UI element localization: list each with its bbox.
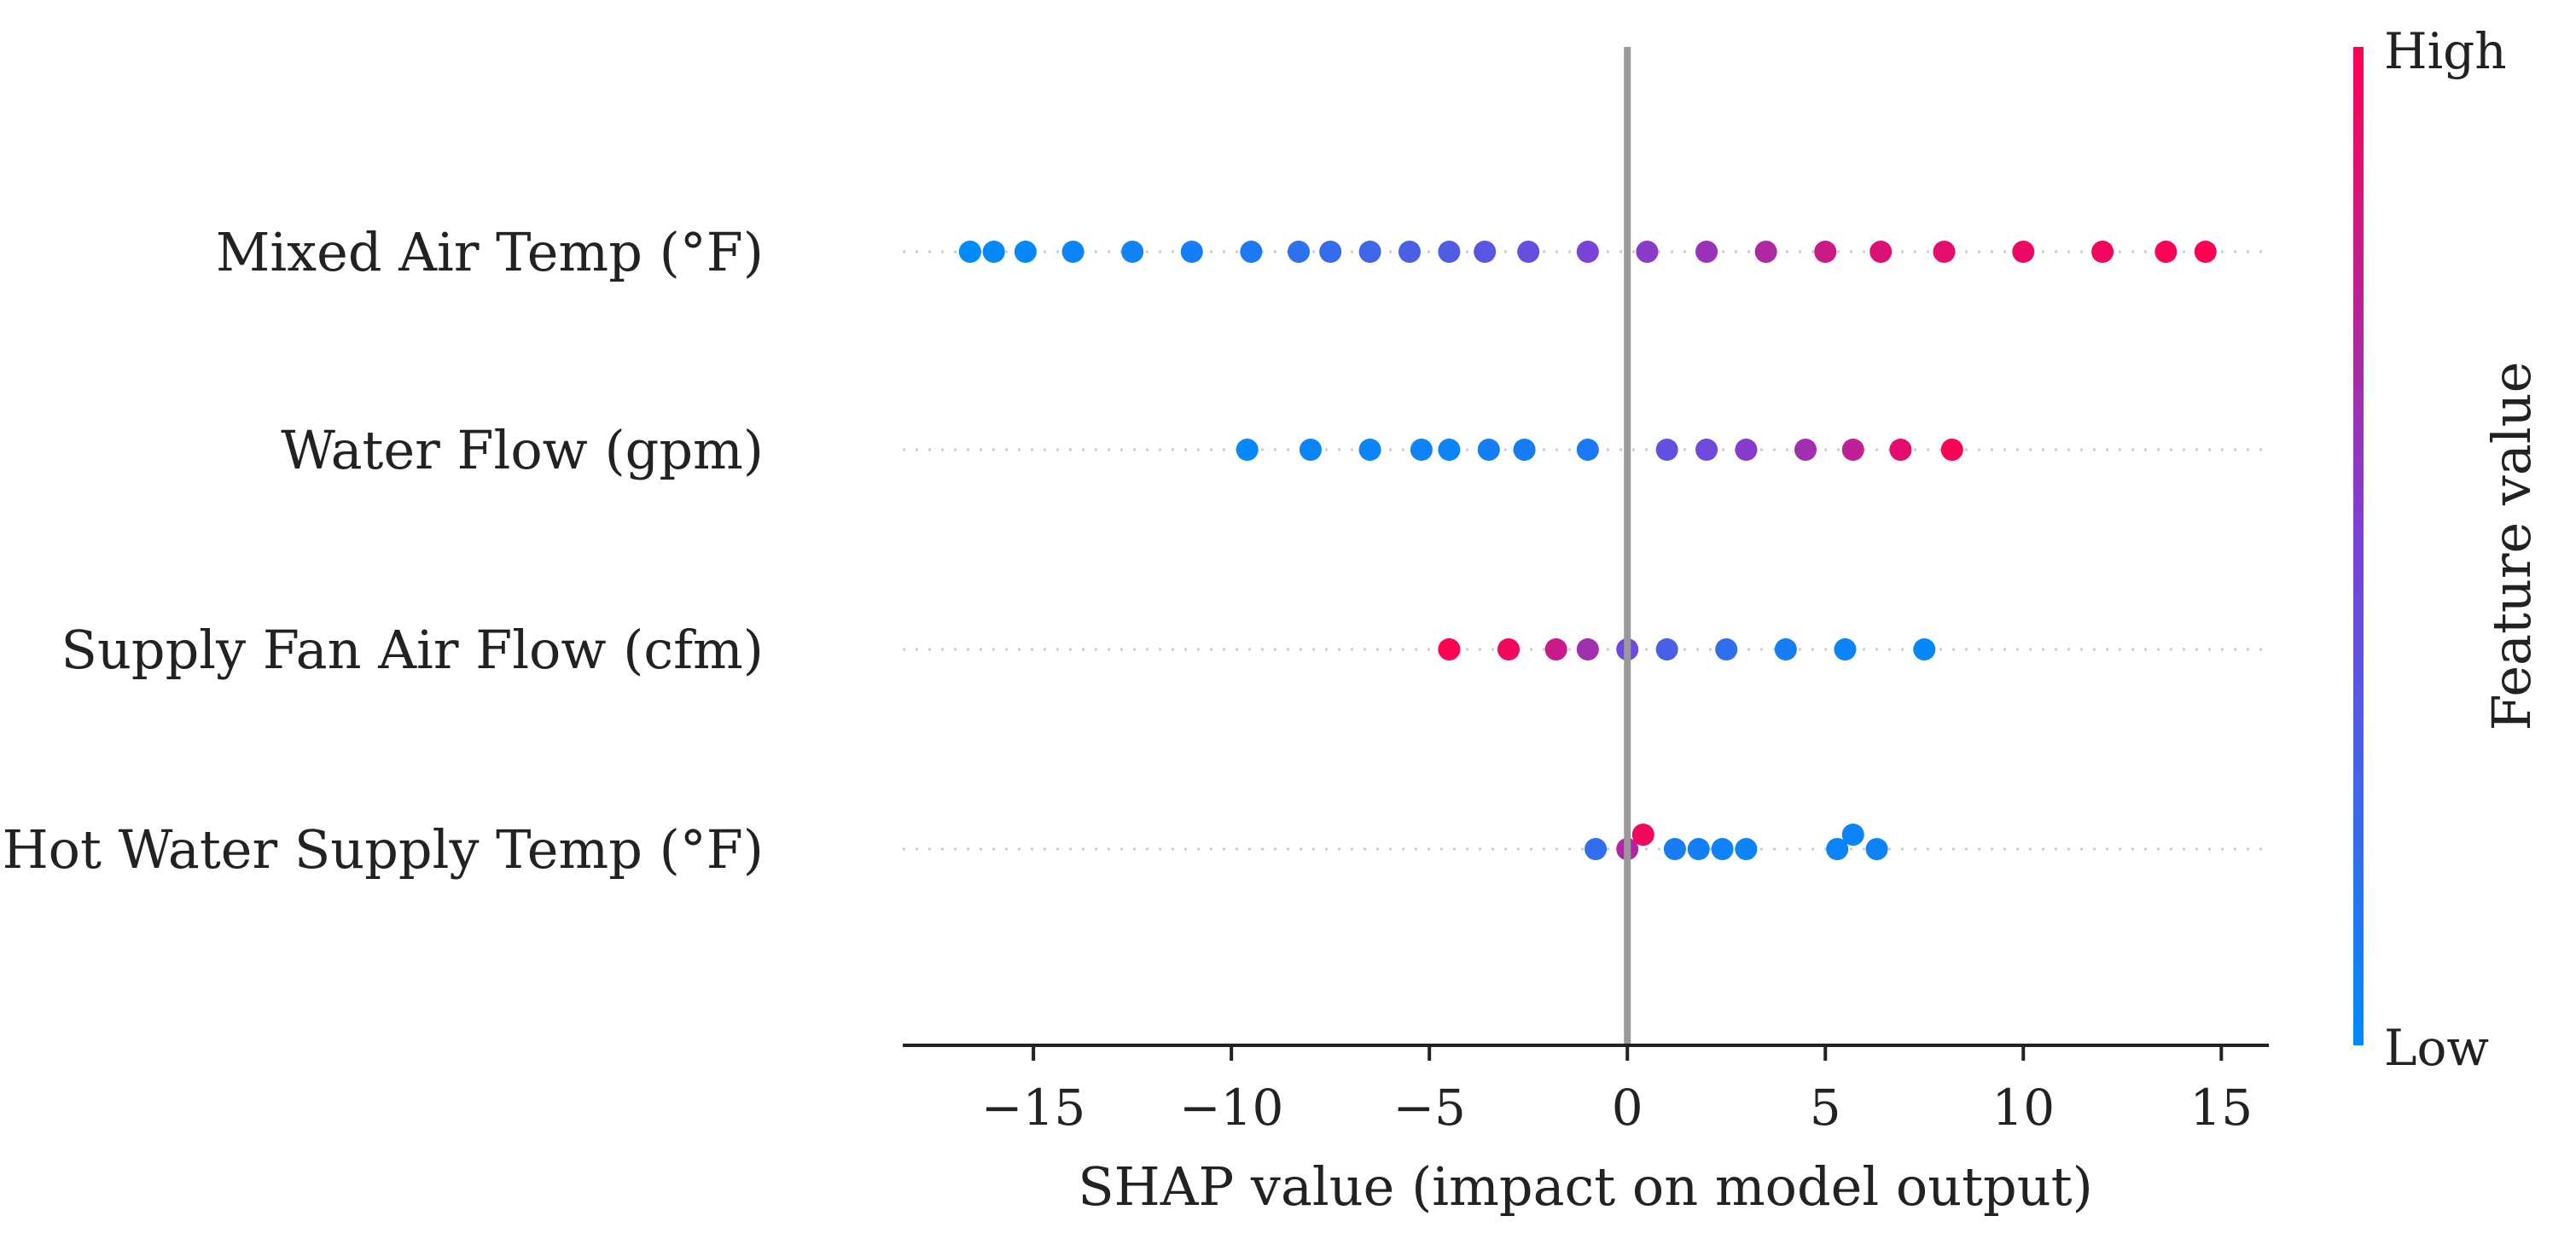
shap-point <box>1438 439 1461 461</box>
shap-point <box>982 241 1005 263</box>
shap-point <box>1655 439 1678 461</box>
shap-point <box>1014 241 1037 263</box>
shap-point <box>1398 241 1421 263</box>
x-tick-label: 0 <box>1612 1079 1643 1137</box>
x-tick-label: 15 <box>2189 1079 2253 1137</box>
shap-point <box>1794 439 1817 461</box>
shap-point <box>1834 638 1857 660</box>
shap-point <box>1410 439 1433 461</box>
colorbar <box>2353 47 2364 1045</box>
x-tick-label: −5 <box>1393 1079 1466 1137</box>
x-tick-label: 5 <box>1810 1079 1841 1137</box>
shap-point <box>1319 241 1342 263</box>
feature-rows <box>903 250 2269 851</box>
shap-point <box>1695 439 1718 461</box>
shap-point <box>1288 241 1311 263</box>
shap-point <box>1061 241 1084 263</box>
shap-point <box>1663 838 1686 860</box>
shap-point <box>1358 439 1381 461</box>
shap-point <box>1517 241 1540 263</box>
feature-label: Water Flow (gpm) <box>281 419 764 481</box>
shap-point <box>1180 241 1203 263</box>
shap-point <box>1240 241 1263 263</box>
x-tick-label: −10 <box>1179 1079 1283 1137</box>
x-axis-title: SHAP value (impact on model output) <box>1078 1155 2093 1218</box>
shap-point <box>1576 439 1599 461</box>
x-tick-label: −15 <box>981 1079 1085 1137</box>
shap-point <box>1774 638 1797 660</box>
shap-point <box>1513 439 1536 461</box>
shap-point <box>2194 241 2217 263</box>
shap-point <box>1544 638 1567 660</box>
colorbar-title: Feature value <box>2480 362 2543 731</box>
shap-point <box>1236 439 1259 461</box>
shap-point <box>1826 838 1849 860</box>
x-tick-label: 10 <box>1992 1079 2055 1137</box>
feature-label: Supply Fan Air Flow (cfm) <box>61 619 765 681</box>
shap-point <box>2091 241 2114 263</box>
shap-point <box>1889 439 1912 461</box>
shap-point <box>1711 838 1734 860</box>
shap-point <box>1631 823 1654 846</box>
shap-point <box>1497 638 1521 660</box>
shap-point <box>2154 241 2178 263</box>
shap-point <box>1576 638 1599 660</box>
colorbar-high-label: High <box>2384 22 2507 80</box>
shap-point <box>1735 439 1758 461</box>
shap-point <box>1695 241 1718 263</box>
shap-point <box>958 241 981 263</box>
shap-point <box>1299 439 1322 461</box>
shap-point <box>1913 638 1936 660</box>
shap-point <box>1438 241 1461 263</box>
feature-label: Mixed Air Temp (°F) <box>216 221 764 283</box>
colorbar-low-label: Low <box>2384 1019 2489 1077</box>
shap-point <box>1869 241 1893 263</box>
shap-point <box>1585 838 1608 860</box>
shap-point <box>1121 241 1144 263</box>
shap-point <box>1687 838 1710 860</box>
shap-point <box>1754 241 1777 263</box>
shap-point <box>1940 439 1963 461</box>
shap-point <box>1715 638 1738 660</box>
shap-point <box>1576 241 1599 263</box>
x-axis-ticks: −15 −10 −5 0 5 10 15 <box>981 1045 2253 1137</box>
shap-point <box>2012 241 2035 263</box>
shap-point <box>1814 241 1837 263</box>
shap-point <box>1735 838 1758 860</box>
shap-point <box>1477 439 1500 461</box>
shap-point <box>1474 241 1497 263</box>
shap-point <box>1841 823 1864 846</box>
shap-point <box>1636 241 1659 263</box>
feature-label: Hot Water Supply Temp (°F) <box>3 818 764 881</box>
shap-point <box>1655 638 1678 660</box>
shap-point <box>1841 439 1864 461</box>
feature-labels: Mixed Air Temp (°F) Water Flow (gpm) Suppl… <box>3 221 764 881</box>
shap-points <box>958 241 2217 860</box>
shap-point <box>1358 241 1381 263</box>
shap-point <box>1438 638 1461 660</box>
shap-point <box>1933 241 1956 263</box>
shap-point <box>1865 838 1888 860</box>
